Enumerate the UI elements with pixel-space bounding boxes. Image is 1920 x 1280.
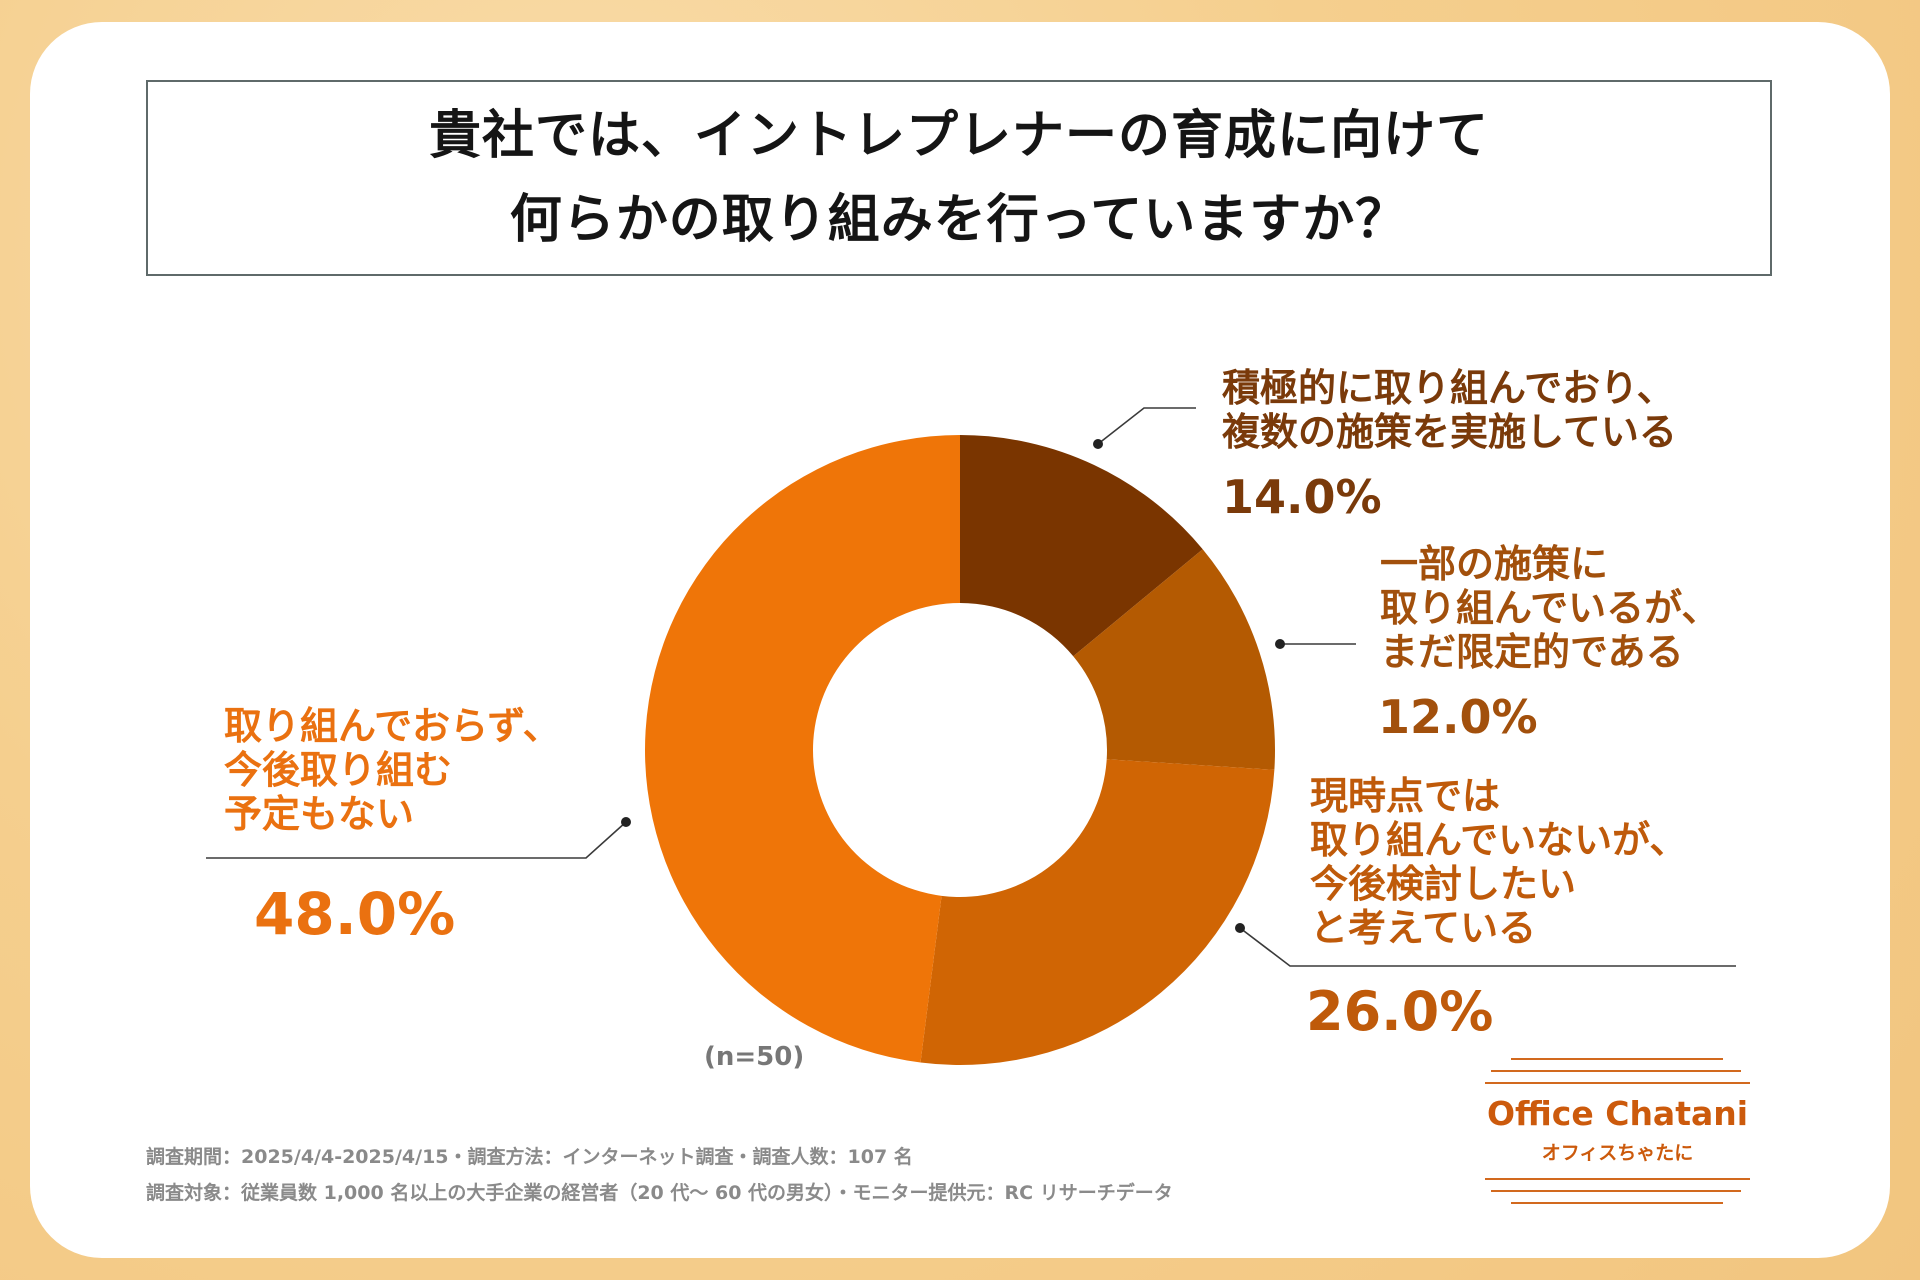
value-label-partial: 12.0%	[1378, 690, 1538, 744]
label-line: 取り組んでいるが、	[1380, 586, 1720, 630]
label-line: 取り組んでいないが、	[1310, 818, 1688, 862]
logo-text-en: Office Chatani	[1486, 1094, 1749, 1133]
label-line: 一部の施策に	[1380, 542, 1609, 586]
label-considering: 現時点では 取り組んでいないが、 今後検討したい と考えている	[1310, 774, 1687, 950]
label-line: 積極的に取り組んでおり、	[1222, 366, 1675, 410]
slice-none	[644, 435, 960, 1063]
slice-active	[960, 435, 1203, 657]
label-line: 複数の施策を実施している	[1222, 410, 1677, 454]
label-partial: 一部の施策に 取り組んでいるが、 まだ限定的である	[1380, 542, 1719, 674]
label-line: 今後検討したい	[1310, 862, 1577, 906]
sample-size-label: (n=50)	[704, 1042, 805, 1072]
leader-dot-slice-considering	[1235, 923, 1245, 933]
title-line-1: 貴社では、イントレプレナーの育成に向けて	[428, 106, 1489, 166]
label-active: 積極的に取り組んでおり、 複数の施策を実施している	[1222, 366, 1677, 454]
label-none: 取り組んでおらず、 今後取り組む 予定もない	[224, 704, 561, 836]
footer-note-2: 調査対象：従業員数 1,000 名以上の大手企業の経営者（20 代～ 60 代の…	[146, 1182, 1173, 1204]
logo: Office Chatani オフィスちゃたに	[1485, 1052, 1750, 1204]
leader-line-slice-none	[206, 821, 627, 859]
slice-partial	[1073, 549, 1276, 770]
leader-dot-slice-active	[1093, 439, 1103, 449]
label-line: 現時点では	[1310, 774, 1501, 818]
label-line: 今後取り組む	[224, 748, 453, 792]
title-box: 貴社では、イントレプレナーの育成に向けて 何らかの取り組みを行っていますか？	[146, 80, 1772, 276]
title-line-2: 何らかの取り組みを行っていますか？	[509, 190, 1409, 250]
label-line: 予定もない	[224, 792, 415, 836]
logo-text-ja: オフィスちゃたに	[1541, 1142, 1694, 1164]
value-label-none: 48.0%	[254, 880, 456, 948]
label-line: と考えている	[1310, 906, 1537, 950]
value-label-active: 14.0%	[1222, 470, 1382, 524]
slice-considering	[920, 759, 1275, 1065]
label-line: まだ限定的である	[1380, 630, 1684, 674]
label-line: 取り組んでおらず、	[224, 704, 561, 748]
footer-note-1: 調査期間：2025/4/4-2025/4/15・調査方法：インターネット調査・調…	[146, 1146, 913, 1168]
value-label-considering: 26.0%	[1306, 980, 1494, 1043]
leader-dot-slice-none	[621, 817, 631, 827]
leader-dot-slice-partial	[1275, 639, 1285, 649]
leader-line-slice-considering	[1239, 927, 1736, 967]
leader-line-slice-active	[1097, 407, 1196, 445]
